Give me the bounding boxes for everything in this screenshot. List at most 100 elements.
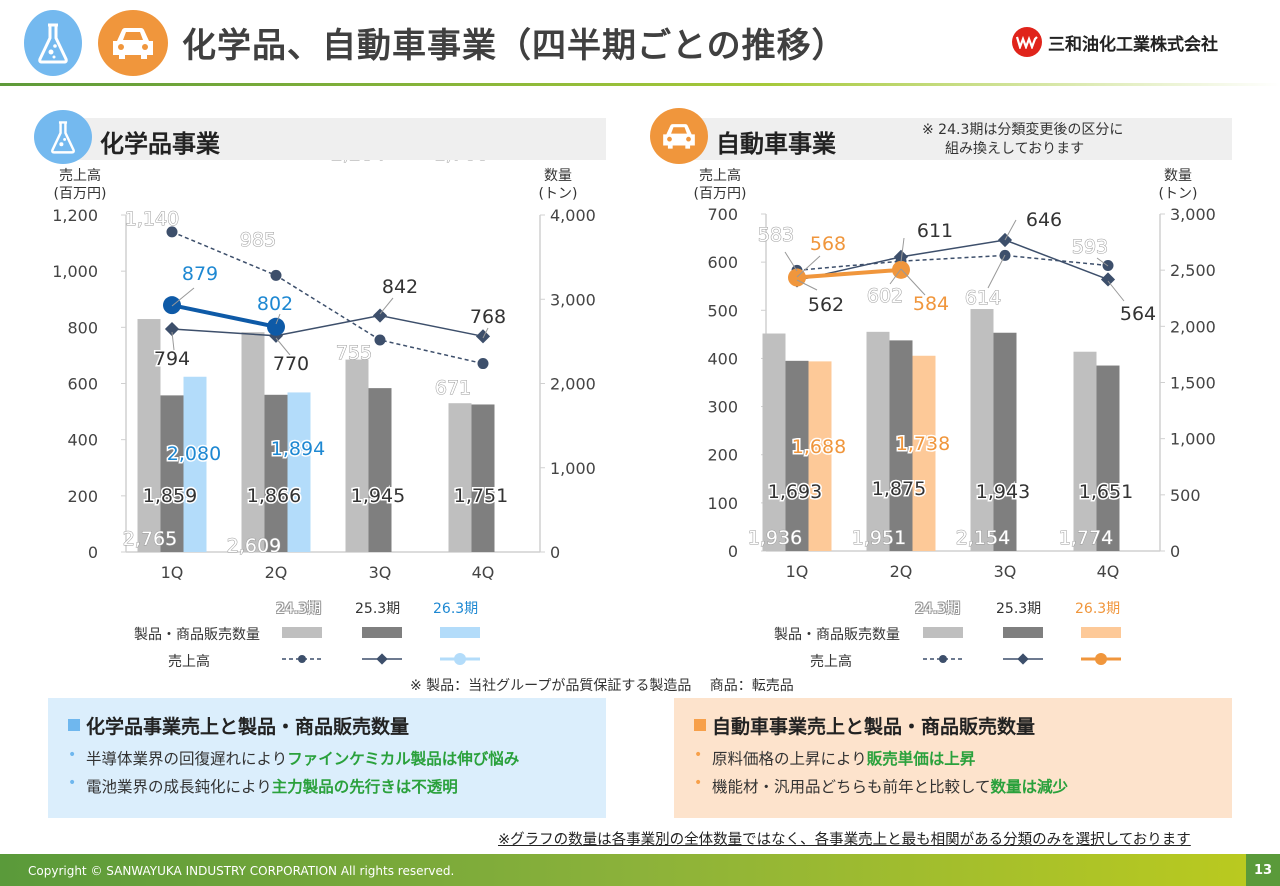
- bullet-text: 原料価格の上昇により: [712, 750, 867, 768]
- chemical-section-bar: [66, 118, 606, 160]
- auto-x-tick-label: 1Q: [786, 562, 809, 581]
- chem-y2-axis-title: 数量: [544, 168, 572, 184]
- auto-line-label: 614: [965, 287, 1001, 309]
- chem-bar-26: [287, 392, 311, 552]
- chem-legend-bar-26: [440, 627, 480, 638]
- chem-bar-label: 1,751: [454, 485, 508, 507]
- flask-header-icon: [24, 10, 82, 76]
- auto-bar-label: 1,651: [1079, 481, 1133, 503]
- chem-legend-lines: [282, 653, 480, 665]
- chem-line-label: 755: [336, 342, 372, 364]
- chem-x-tick-label: 3Q: [369, 563, 392, 582]
- chem-y2-tick-label: 3,000: [550, 290, 596, 309]
- chem-leader-line: [171, 331, 175, 351]
- auto-bar-label: 1,943: [976, 481, 1030, 503]
- bullet-highlight: 販売単価は上昇: [866, 750, 976, 768]
- chem-y2-tick-label: 4,000: [550, 206, 596, 225]
- auto-summary-box: 自動車事業売上と製品・商品販売数量 • 原料価格の上昇により販売単価は上昇 • 機能…: [674, 698, 1232, 818]
- chem-bar-24: [345, 359, 369, 552]
- auto-y-tick-label: 0: [728, 542, 738, 561]
- chem-y-tick-label: 800: [67, 318, 98, 337]
- chem-bar-label: 2,080: [167, 443, 221, 465]
- auto-line-label: 611: [917, 220, 953, 242]
- chem-legend-bar-25: [362, 627, 402, 638]
- auto-y2-tick-label: 500: [1170, 486, 1201, 505]
- auto-line-label: 583: [758, 224, 794, 246]
- chem-bar-24: [241, 332, 265, 552]
- auto-y2-tick-label: 1,000: [1170, 430, 1216, 449]
- auto-bar-label: 2,154: [956, 527, 1010, 549]
- auto-line-label: 646: [1026, 209, 1062, 231]
- chem-line-label: 770: [273, 353, 309, 375]
- auto-line-marker: [893, 249, 909, 264]
- auto-x-tick-label: 2Q: [890, 562, 913, 581]
- chem-leader-line: [275, 337, 291, 356]
- chem-leader-line: [482, 327, 489, 339]
- chem-bar-label: 1,859: [143, 485, 197, 507]
- chem-leader-line: [171, 287, 195, 307]
- auto-x-tick-label: 3Q: [994, 562, 1017, 581]
- chem-line-marker: [477, 358, 489, 370]
- auto-y-tick-label: 300: [707, 398, 738, 417]
- auto-legend-marker-24: [939, 655, 947, 663]
- footer-bar: [0, 854, 1280, 886]
- chem-bar-25: [160, 395, 184, 552]
- bullet-highlight: 数量は減少: [990, 778, 1069, 796]
- auto-bar-25: [785, 360, 809, 551]
- chemical-summary-bullet: • 半導体業界の回復遅れによりファインケミカル製品は伸び悩み: [68, 747, 586, 769]
- chem-line-label: 768: [470, 306, 506, 328]
- chem-bar-label: 1,866: [247, 485, 301, 507]
- chemical-summary-title: 化学品事業売上と製品・商品販売数量: [68, 712, 586, 739]
- bullet-text: 半導体業界の回復遅れにより: [86, 750, 288, 768]
- chem-legend-period-24: 24.3期: [276, 601, 322, 617]
- chem-line-label: 802: [257, 293, 293, 315]
- chem-y-axis-title: 売上高: [59, 167, 101, 184]
- auto-summary-title: 自動車事業売上と製品・商品販売数量: [694, 712, 1212, 739]
- chem-legend-period-26: 26.3期: [433, 601, 479, 617]
- auto-y2-tick-label: 1,500: [1170, 374, 1216, 393]
- definition-note: ※ 製品：当社グループが品質保証する製造品 商品：転売品: [410, 678, 794, 694]
- auto-legend-marker-25: [1017, 653, 1029, 665]
- auto-section-title: 自動車事業: [716, 130, 836, 158]
- auto-bar-25: [993, 332, 1017, 551]
- auto-legend-bar-26: [1081, 627, 1121, 638]
- square-bullet-icon: [694, 719, 706, 731]
- chem-line-25: [171, 314, 484, 338]
- auto-bar-25: [889, 340, 913, 551]
- auto-y2-axis-unit: (トン): [1159, 186, 1198, 202]
- auto-bar-24: [970, 309, 994, 551]
- chem-y-tick-label: 400: [67, 431, 98, 450]
- chem-legend-sales-label: 売上高: [168, 654, 210, 670]
- auto-y-tick-label: 100: [707, 494, 738, 513]
- chem-y-tick-label: 1,000: [52, 262, 98, 281]
- chem-legend-marker-26: [454, 653, 466, 665]
- chemical-summary-bullet: • 電池業界の成長鈍化により主力製品の先行きは不透明: [68, 775, 586, 797]
- auto-leader-line: [784, 251, 798, 272]
- chem-y2-tick-label: 1,000: [550, 459, 596, 478]
- chem-y2-axis-unit: (トン): [539, 186, 578, 202]
- title-divider: [0, 83, 1280, 86]
- auto-summary-title-text: 自動車事業売上と製品・商品販売数量: [712, 716, 1036, 738]
- chem-bar-label: 1,894: [271, 438, 325, 460]
- chem-bar-label: 2,284: [331, 160, 385, 165]
- auto-line-25: [796, 239, 1109, 282]
- chem-line-marker: [164, 321, 180, 337]
- chem-line-label: 1,140: [125, 208, 179, 230]
- auto-legend-lines: [923, 653, 1121, 665]
- chem-line-marker: [163, 296, 181, 315]
- chem-bar-label: 1,766: [434, 160, 488, 165]
- chem-leader-line: [379, 297, 394, 315]
- auto-leader-line: [1107, 280, 1125, 302]
- auto-bar-24: [1073, 351, 1097, 551]
- auto-leader-line: [900, 237, 905, 263]
- chemical-chart: 売上高 (百万円) 数量 (トン) 0 200 400 600 800 1,000 1,200 0 1,…: [52, 160, 596, 582]
- auto-leader-line: [796, 255, 821, 278]
- chem-y-axis-unit: (百万円): [54, 186, 107, 202]
- chem-bar-25: [471, 404, 495, 552]
- bullet-highlight: 主力製品の先行きは不透明: [271, 778, 458, 796]
- page-number: 13: [1246, 854, 1280, 886]
- auto-legend-period-26: 26.3期: [1075, 601, 1121, 617]
- chem-bar-26: [183, 376, 207, 552]
- bottom-note: ※グラフの数量は各事業別の全体数量ではなく、各事業売上と最も相関がある分類のみを…: [498, 832, 1191, 848]
- auto-legend-quantity-label: 製品・商品販売数量: [774, 627, 900, 643]
